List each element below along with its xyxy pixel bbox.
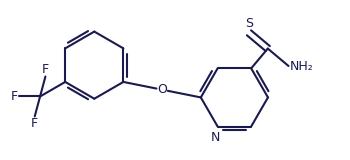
Text: F: F	[31, 117, 38, 130]
Text: NH₂: NH₂	[290, 60, 314, 72]
Text: O: O	[157, 83, 167, 96]
Text: F: F	[11, 90, 18, 103]
Text: N: N	[210, 131, 220, 144]
Text: F: F	[42, 63, 49, 76]
Text: S: S	[245, 17, 253, 30]
